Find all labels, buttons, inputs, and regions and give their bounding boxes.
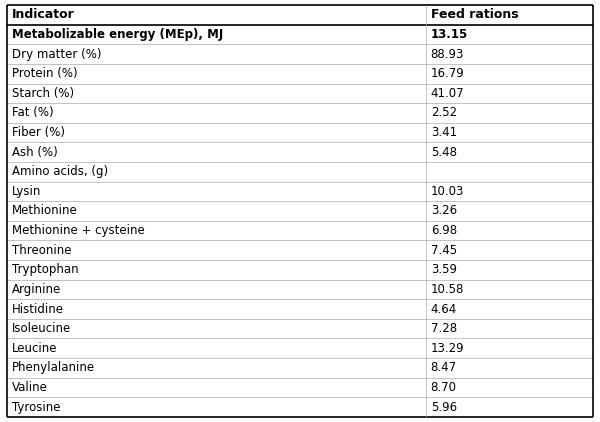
Text: Tyrosine: Tyrosine: [12, 400, 61, 414]
Text: Methionine: Methionine: [12, 205, 78, 217]
Text: Arginine: Arginine: [12, 283, 61, 296]
Text: 16.79: 16.79: [431, 67, 464, 80]
Text: 8.47: 8.47: [431, 361, 457, 374]
Text: Fiber (%): Fiber (%): [12, 126, 65, 139]
Text: Ash (%): Ash (%): [12, 146, 58, 159]
Text: 41.07: 41.07: [431, 87, 464, 100]
Text: Lysin: Lysin: [12, 185, 41, 198]
Text: Dry matter (%): Dry matter (%): [12, 48, 101, 61]
Text: 6.98: 6.98: [431, 224, 457, 237]
Text: Feed rations: Feed rations: [431, 8, 518, 22]
Text: Amino acids, (g): Amino acids, (g): [12, 165, 108, 178]
Text: 7.45: 7.45: [431, 244, 457, 257]
Text: 3.41: 3.41: [431, 126, 457, 139]
Text: 2.52: 2.52: [431, 106, 457, 119]
Text: 5.96: 5.96: [431, 400, 457, 414]
Text: Valine: Valine: [12, 381, 48, 394]
Text: 88.93: 88.93: [431, 48, 464, 61]
Text: Tryptophan: Tryptophan: [12, 263, 79, 276]
Text: 10.58: 10.58: [431, 283, 464, 296]
Text: Isoleucine: Isoleucine: [12, 322, 71, 335]
Text: Protein (%): Protein (%): [12, 67, 77, 80]
Text: 13.15: 13.15: [431, 28, 468, 41]
Text: 8.70: 8.70: [431, 381, 457, 394]
Text: Threonine: Threonine: [12, 244, 71, 257]
Text: Starch (%): Starch (%): [12, 87, 74, 100]
Text: Metabolizable energy (MEp), MJ: Metabolizable energy (MEp), MJ: [12, 28, 223, 41]
Text: 13.29: 13.29: [431, 342, 464, 355]
Text: 3.26: 3.26: [431, 205, 457, 217]
Text: Leucine: Leucine: [12, 342, 58, 355]
Text: 7.28: 7.28: [431, 322, 457, 335]
Text: 10.03: 10.03: [431, 185, 464, 198]
Text: Indicator: Indicator: [12, 8, 75, 22]
Text: 4.64: 4.64: [431, 303, 457, 316]
Text: 5.48: 5.48: [431, 146, 457, 159]
Text: 3.59: 3.59: [431, 263, 457, 276]
Text: Histidine: Histidine: [12, 303, 64, 316]
Text: Fat (%): Fat (%): [12, 106, 53, 119]
Text: Phenylalanine: Phenylalanine: [12, 361, 95, 374]
Text: Methionine + cysteine: Methionine + cysteine: [12, 224, 145, 237]
